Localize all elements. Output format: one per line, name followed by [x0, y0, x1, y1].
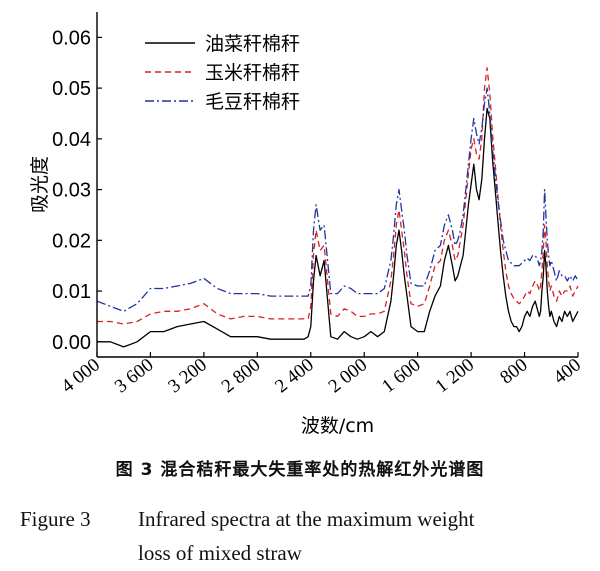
series-line-1 — [97, 107, 579, 348]
y-tick-label: 0.06 — [52, 27, 91, 49]
x-tick-label: 3 600 — [111, 354, 158, 397]
series-lines — [96, 67, 579, 348]
x-tick-label: 1 600 — [378, 354, 425, 397]
legend-label: 玉米秆棉秆 — [205, 62, 300, 84]
legend-label: 油菜秆棉秆 — [205, 33, 300, 55]
figure-caption-chinese: 图 3 混合秸秆最大失重率处的热解红外光谱图 — [115, 460, 485, 480]
y-tick-label: 0.01 — [52, 281, 91, 303]
x-axis-label: 波数/cm — [301, 415, 374, 437]
y-tick-label: 0.05 — [52, 78, 91, 100]
figure-caption-english: Figure 3 Infrared spectra at the maximum … — [20, 502, 590, 570]
x-tick-label: 2 800 — [218, 354, 265, 397]
y-axis-label: 吸光度 — [29, 156, 51, 213]
figure-number: Figure 3 — [20, 507, 91, 531]
x-tick-label: 3 200 — [164, 354, 211, 397]
series-line-3 — [96, 87, 579, 312]
x-tick-label: 2 400 — [271, 354, 318, 397]
spectrum-chart: 0.00 0.01 0.02 0.03 0.04 0.05 0.06 4 000 3 600 3 … — [29, 12, 585, 437]
y-tick-label: 0.00 — [52, 332, 91, 354]
caption-line-1: Infrared spectra at the maximum weight — [138, 507, 475, 531]
caption-line-2: loss of mixed straw — [138, 541, 302, 565]
x-tick-label: 800 — [496, 354, 531, 388]
legend-label: 毛豆秆棉秆 — [205, 91, 300, 113]
x-tick-label: 2 000 — [325, 354, 372, 397]
y-tick-label: 0.02 — [52, 230, 91, 252]
series-line-2 — [97, 67, 579, 325]
x-tick-label: 400 — [550, 354, 585, 388]
y-tick-label: 0.03 — [52, 180, 91, 202]
x-tick-label: 4 000 — [57, 354, 104, 397]
y-tick-label: 0.04 — [52, 129, 91, 151]
x-tick-label: 1 200 — [432, 354, 479, 397]
